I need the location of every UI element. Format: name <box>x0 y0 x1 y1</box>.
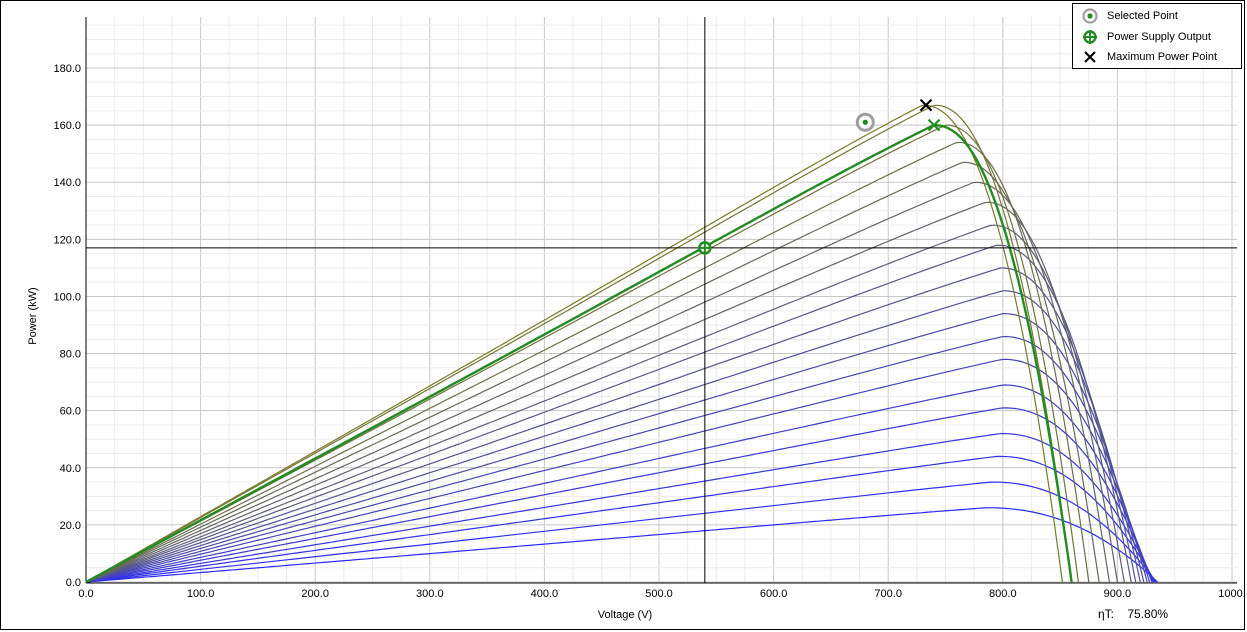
x-tick-label: 600.0 <box>760 588 788 600</box>
efficiency-value: 75.80% <box>1127 607 1169 621</box>
maximum-power-point-marker <box>919 98 933 112</box>
y-axis-title: Power (kW) <box>27 287 39 344</box>
selected-curve-mpp-marker <box>927 118 941 132</box>
x-tick-label: 500.0 <box>645 588 673 600</box>
iv-power-curve <box>85 224 1125 583</box>
y-tick-label: 160.0 <box>53 120 81 132</box>
y-tick-label: 180.0 <box>53 63 81 75</box>
iv-power-curve <box>85 161 1100 583</box>
y-tick-label: 60.0 <box>60 406 81 418</box>
iv-power-curve <box>85 244 1132 583</box>
x-mark-icon <box>1084 51 1096 63</box>
y-tick-label: 140.0 <box>53 177 81 189</box>
iv-power-curve <box>85 507 1158 583</box>
legend-label: Maximum Power Point <box>1107 51 1218 63</box>
chart-legend: Selected Point Power Supply Output Maxim… <box>1072 3 1242 69</box>
iv-power-curve <box>85 181 1110 583</box>
crosshair-circle-icon <box>1083 30 1097 44</box>
circle-dot-icon <box>1082 8 1098 24</box>
legend-item-power-supply-output: Power Supply Output <box>1081 28 1211 46</box>
iv-power-curve <box>85 141 1090 583</box>
y-tick-label: 40.0 <box>60 463 81 475</box>
x-tick-label: 400.0 <box>531 588 559 600</box>
y-tick-label: 120.0 <box>53 234 81 246</box>
y-tick-label: 100.0 <box>53 291 81 303</box>
curve-family <box>85 104 1158 584</box>
x-axis-title: Voltage (V) <box>598 609 652 621</box>
iv-power-curve <box>85 432 1155 583</box>
iv-power-curve <box>85 384 1153 583</box>
iv-power-curve <box>85 455 1156 583</box>
y-tick-label: 80.0 <box>60 349 81 361</box>
legend-label: Selected Point <box>1107 10 1178 22</box>
legend-label: Power Supply Output <box>1107 31 1211 43</box>
selected-power-curve <box>85 123 1073 584</box>
y-tick-label: 0.0 <box>66 577 81 589</box>
legend-item-selected-point: Selected Point <box>1081 7 1178 25</box>
iv-power-curve <box>85 481 1157 583</box>
crosshair <box>86 17 1237 583</box>
grid-lines <box>85 17 1237 584</box>
iv-power-curve <box>85 407 1154 583</box>
iv-power-curve <box>85 104 1073 583</box>
x-tick-label: 800.0 <box>989 588 1017 600</box>
x-tick-label: 0.0 <box>78 588 93 600</box>
iv-power-curve <box>85 267 1137 583</box>
y-tick-label: 20.0 <box>60 520 81 532</box>
legend-item-maximum-power-point: Maximum Power Point <box>1081 48 1217 66</box>
x-tick-label: 100.0 <box>187 588 215 600</box>
x-tick-label: 1000. <box>1218 588 1246 600</box>
iv-power-curve <box>85 201 1118 583</box>
iv-power-curve <box>85 358 1151 583</box>
x-tick-label: 700.0 <box>874 588 902 600</box>
efficiency-readout: ηT: 75.80% <box>1098 607 1168 621</box>
iv-power-curve <box>85 312 1145 583</box>
x-tick-label: 900.0 <box>1104 588 1132 600</box>
iv-power-curve <box>85 290 1141 583</box>
x-tick-label: 200.0 <box>301 588 329 600</box>
axis-ticks: 0.0 100.0 200.0 300.0 400.0 500.0 600.0 700.0 80… <box>53 63 1245 600</box>
iv-power-curve <box>85 104 1063 583</box>
efficiency-label: ηT: <box>1098 607 1115 621</box>
x-tick-label: 300.0 <box>416 588 444 600</box>
selected-point-dot <box>862 119 868 125</box>
chart-markers <box>698 98 941 255</box>
iv-power-curve <box>85 335 1148 583</box>
